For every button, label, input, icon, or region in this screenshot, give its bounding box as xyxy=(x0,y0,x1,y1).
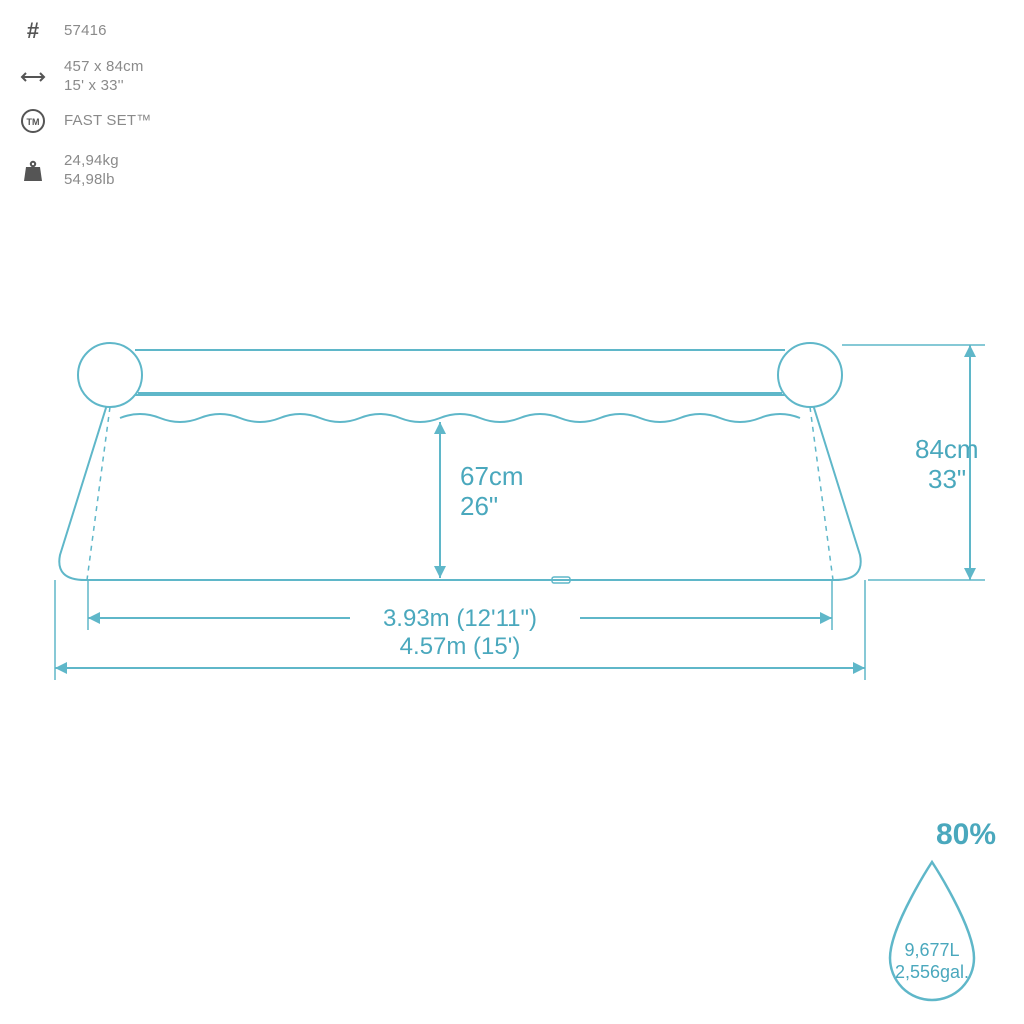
water-drop-icon: 9,677L 2,556gal. xyxy=(872,856,992,1006)
weight-icon xyxy=(20,158,46,184)
spec-weight-lb: 54,98lb xyxy=(64,171,119,190)
dim-water-depth-cm: 67cm xyxy=(460,461,524,491)
spec-weight-value: 24,94kg 54,98lb xyxy=(64,152,119,190)
dimensions-icon xyxy=(20,64,46,90)
dim-height-in: 33" xyxy=(928,464,966,494)
hash-icon: # xyxy=(20,18,46,44)
spec-dimensions-value: 457 x 84cm 15' x 33'' xyxy=(64,58,144,96)
spec-model-value: 57416 xyxy=(64,22,107,41)
spec-dim-imperial: 15' x 33'' xyxy=(64,77,144,96)
capacity-block: 80% 9,677L 2,556gal. xyxy=(862,818,1002,1006)
svg-text:TM: TM xyxy=(27,117,40,127)
water-line xyxy=(120,414,800,422)
ring-left xyxy=(78,343,142,407)
tm-icon: TM xyxy=(20,108,46,134)
spec-weight-kg: 24,94kg xyxy=(64,152,119,169)
dim-inner-width: 3.93m (12'11") xyxy=(383,605,537,632)
spec-brand: TM FAST SET™ xyxy=(20,108,151,134)
spec-weight: 24,94kg 54,98lb xyxy=(20,152,119,190)
capacity-gallons: 2,556gal. xyxy=(895,962,969,982)
spec-brand-value: FAST SET™ xyxy=(64,112,151,131)
spec-model: # 57416 xyxy=(20,18,107,44)
spec-dimensions: 457 x 84cm 15' x 33'' xyxy=(20,58,144,96)
capacity-litres: 9,677L xyxy=(904,940,959,960)
spec-dim-metric: 457 x 84cm xyxy=(64,58,144,75)
dim-outer-width: 4.57m (15') xyxy=(400,633,521,660)
dim-water-depth-in: 26" xyxy=(460,491,498,521)
dim-height-cm: 84cm xyxy=(915,434,979,464)
ring-right xyxy=(778,343,842,407)
pool-diagram: 67cm 26" 84cm 33" 3.93m (12'11") 4.57m (… xyxy=(0,300,1024,720)
capacity-percent: 80% xyxy=(862,818,1002,852)
